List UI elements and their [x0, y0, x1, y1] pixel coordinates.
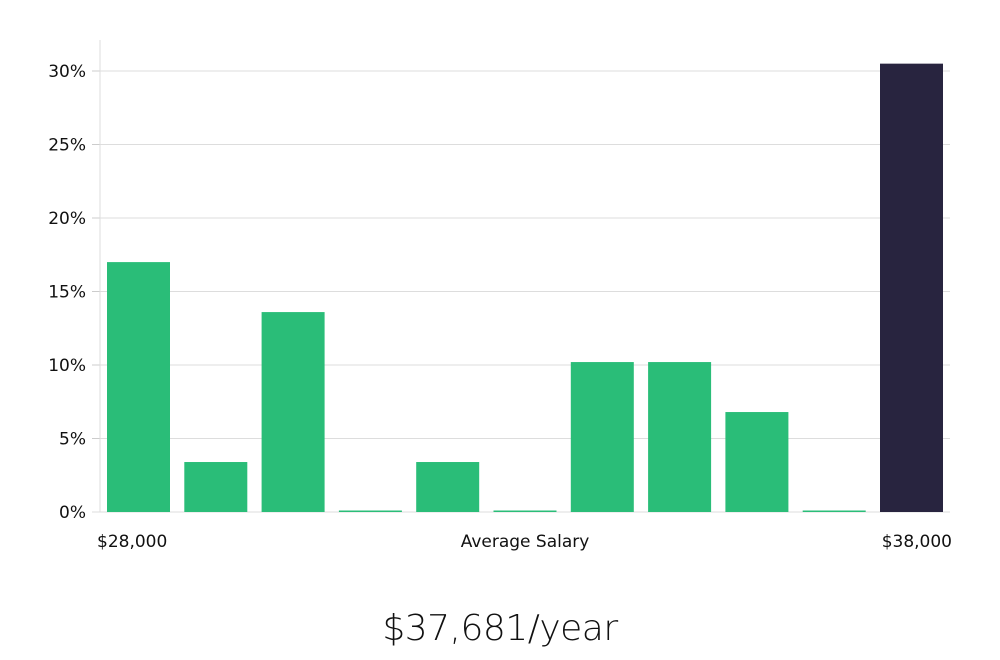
- y-tick-label: 5%: [59, 430, 86, 450]
- y-tick-label: 15%: [48, 283, 86, 303]
- y-tick-label: 25%: [48, 136, 86, 156]
- bar-3: [261, 312, 325, 512]
- bar-7: [570, 362, 634, 512]
- salary-histogram: 0% 5% 10% 15% 20% 25% 30% $28,000 Average Salary…: [48, 40, 952, 552]
- y-tick-label: 30%: [48, 62, 86, 82]
- y-tick-label: 10%: [48, 356, 86, 376]
- x-axis-title: Average Salary: [461, 532, 590, 552]
- bar-6: [493, 510, 557, 512]
- bar-5: [416, 462, 480, 512]
- average-salary-value: $37,681/year: [382, 608, 618, 649]
- bar-2: [184, 462, 248, 512]
- bar-10: [802, 510, 866, 512]
- bar-4: [338, 510, 402, 512]
- x-max-label: $38,000: [882, 532, 952, 552]
- bar-11: [880, 63, 943, 513]
- y-tick-label: 20%: [48, 209, 86, 229]
- x-min-label: $28,000: [97, 532, 167, 552]
- y-tick-label: 0%: [59, 503, 86, 523]
- bar-1: [107, 262, 170, 512]
- bar-8: [648, 362, 712, 512]
- bar-9: [725, 412, 789, 512]
